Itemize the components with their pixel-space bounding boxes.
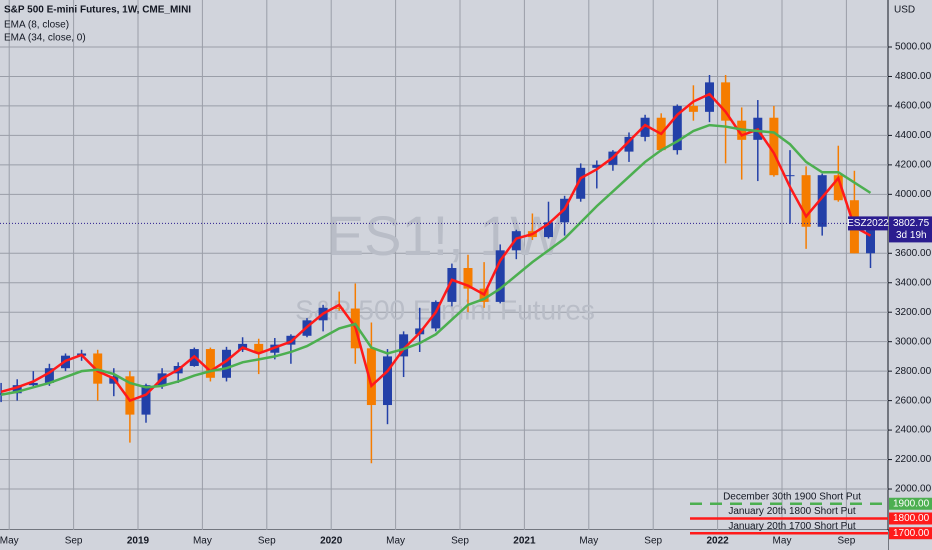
candle-body bbox=[705, 82, 714, 112]
candle-body bbox=[785, 175, 795, 177]
candle-body bbox=[817, 175, 827, 227]
candle-body bbox=[688, 105, 698, 112]
candle-body bbox=[866, 223, 875, 254]
y-tick-label: 4400.00 bbox=[895, 130, 932, 141]
candle-body bbox=[833, 175, 843, 201]
x-tick-label: Sep bbox=[258, 536, 276, 547]
x-tick-label: May bbox=[0, 536, 19, 547]
order-line-label: January 20th 1800 Short Put bbox=[728, 506, 856, 517]
candle-body bbox=[399, 334, 409, 357]
symbol-tag bbox=[848, 216, 888, 231]
countdown-label: 3d 19h bbox=[896, 230, 927, 241]
candle-body bbox=[44, 368, 54, 383]
ema-line bbox=[0, 123, 872, 396]
currency-label: USD bbox=[894, 5, 915, 16]
candle-body bbox=[721, 82, 731, 121]
legend-entry: EMA (8, close) bbox=[4, 20, 69, 31]
y-tick-label: 5000.00 bbox=[895, 42, 932, 53]
y-tick-label: 3400.00 bbox=[895, 277, 932, 288]
y-tick-label: 2200.00 bbox=[895, 454, 932, 465]
y-tick-label: 3600.00 bbox=[895, 248, 932, 259]
candle-body bbox=[254, 343, 264, 353]
symbol-tag-label: ESZ2022 bbox=[847, 218, 889, 229]
order-price-label: 1800.00 bbox=[893, 513, 930, 524]
price-tag-label: 3802.75 bbox=[893, 218, 930, 229]
order-price-tag bbox=[889, 497, 932, 510]
order-price-label: 1900.00 bbox=[893, 498, 930, 509]
x-tick-label: May bbox=[773, 536, 792, 547]
y-tick-label: 2800.00 bbox=[895, 366, 932, 377]
y-tick-label: 4600.00 bbox=[895, 101, 932, 112]
candle-body bbox=[447, 268, 457, 302]
x-tick-label: Sep bbox=[838, 536, 856, 547]
x-tick-label: 2020 bbox=[320, 536, 343, 547]
order-price-tag bbox=[889, 527, 932, 540]
ema-line bbox=[0, 92, 872, 403]
candle-body bbox=[12, 385, 22, 394]
candle-body bbox=[141, 385, 151, 415]
candle-body bbox=[769, 117, 779, 176]
x-tick-label: 2022 bbox=[706, 536, 729, 547]
candle-body bbox=[222, 349, 231, 378]
candle-body bbox=[463, 268, 473, 289]
candle-body bbox=[576, 167, 586, 199]
chart-title: S&P 500 E-mini Futures, 1W, CME_MINI bbox=[4, 5, 191, 16]
order-price-label: 1700.00 bbox=[893, 528, 930, 539]
x-tick-label: 2019 bbox=[127, 536, 150, 547]
candle-body bbox=[383, 356, 392, 406]
y-tick-label: 4200.00 bbox=[895, 160, 932, 171]
x-tick-label: Sep bbox=[451, 536, 469, 547]
candle-body bbox=[511, 231, 521, 251]
x-tick-label: 2021 bbox=[513, 536, 536, 547]
candle-body bbox=[495, 250, 505, 302]
x-tick-label: Sep bbox=[65, 536, 83, 547]
candle-body bbox=[801, 175, 811, 227]
order-price-tag bbox=[889, 512, 932, 525]
candle-body bbox=[544, 222, 553, 238]
order-line-label: December 30th 1900 Short Put bbox=[723, 491, 861, 502]
candle-body bbox=[672, 105, 682, 151]
watermark: S&P 500 E-mini Futures bbox=[295, 294, 595, 325]
candle-body bbox=[334, 307, 344, 309]
candle-body bbox=[640, 117, 650, 137]
x-tick-label: May bbox=[386, 536, 405, 547]
y-tick-label: 3200.00 bbox=[895, 307, 932, 318]
legend-entry: EMA (34, close, 0) bbox=[4, 33, 86, 44]
candle-body bbox=[592, 164, 602, 168]
time-axis bbox=[0, 530, 888, 550]
candle-body bbox=[366, 348, 376, 406]
candle-body bbox=[624, 136, 634, 152]
x-tick-label: May bbox=[579, 536, 598, 547]
y-tick-label: 2600.00 bbox=[895, 395, 932, 406]
price-tag bbox=[889, 216, 932, 243]
candle-body bbox=[125, 376, 135, 415]
candle-body bbox=[28, 382, 38, 386]
y-tick-label: 4800.00 bbox=[895, 71, 932, 82]
x-tick-label: May bbox=[193, 536, 212, 547]
x-tick-label: Sep bbox=[644, 536, 662, 547]
candle-body bbox=[205, 349, 215, 378]
y-tick-label: 2000.00 bbox=[895, 484, 932, 495]
y-tick-label: 3000.00 bbox=[895, 336, 932, 347]
candle-body bbox=[431, 301, 441, 329]
y-tick-label: 4000.00 bbox=[895, 189, 932, 200]
order-line-label: January 20th 1700 Short Put bbox=[728, 521, 856, 532]
y-tick-label: 2400.00 bbox=[895, 425, 932, 436]
